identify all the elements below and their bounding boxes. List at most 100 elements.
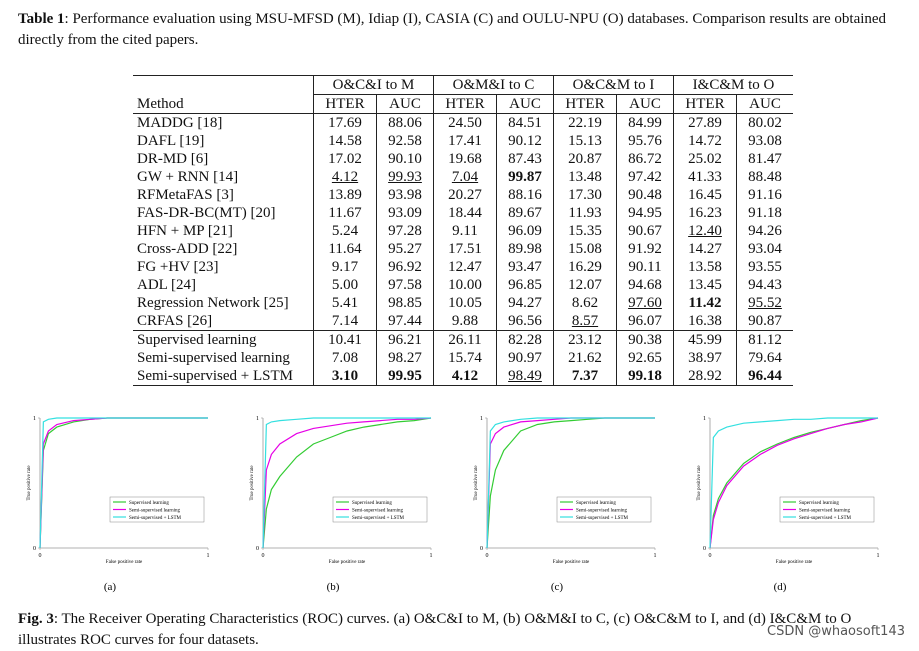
value-cell: 15.13 (553, 132, 617, 150)
roc-figure: 0 1 0 1 False positive rate True positive rat… (27, 416, 880, 593)
y-tick-label: 0 (480, 546, 483, 552)
value-cell: 96.85 (496, 276, 554, 294)
table-row: HFN + MP [21] 5.24 97.28 9.11 96.09 15.35 90.6… (133, 222, 793, 240)
value-cell: 8.62 (553, 294, 617, 312)
value-cell: 97.60 (616, 294, 674, 312)
value-cell: 4.12 (433, 367, 497, 386)
table-caption: Table 1: Performance evaluation using MS… (18, 9, 903, 51)
x-axis-label: False positive rate (329, 560, 366, 565)
value-cell: 15.08 (553, 240, 617, 258)
value-cell: 92.58 (376, 132, 434, 150)
caption-label: Fig. 3 (18, 611, 54, 627)
value-cell: 93.47 (496, 258, 554, 276)
value-cell: 96.07 (616, 312, 674, 331)
roc-line (709, 417, 878, 549)
value-cell: 84.51 (496, 113, 554, 132)
table-row: GW + RNN [14] 4.12 99.93 7.04 99.87 13.48 97.4… (133, 168, 793, 186)
value-cell: 94.43 (736, 276, 793, 294)
value-cell: 84.99 (616, 113, 674, 132)
x-tick-label: 0 (709, 553, 712, 559)
value-cell: 18.44 (433, 204, 497, 222)
value-cell: 81.47 (736, 150, 793, 168)
table-row: MADDG [18] 17.69 88.06 24.50 84.51 22.19 84.99… (133, 113, 793, 132)
legend-label: Supervised learning (799, 501, 839, 506)
value-cell: 93.08 (736, 132, 793, 150)
value-cell: 91.18 (736, 204, 793, 222)
roc-line (39, 417, 208, 549)
value-cell: 97.28 (376, 222, 434, 240)
value-cell: 99.18 (616, 367, 674, 386)
caption-text: : Performance evaluation using MSU-MFSD … (18, 11, 887, 48)
y-tick-label: 1 (33, 416, 36, 422)
method-cell: Semi-supervised + LSTM (133, 367, 314, 386)
value-cell: 10.05 (433, 294, 497, 312)
value-cell: 13.45 (673, 276, 737, 294)
value-cell: 81.12 (736, 330, 793, 349)
legend-label: Semi-supervised learning (129, 508, 180, 513)
group-header: O&C&I to M (313, 75, 434, 95)
y-tick-label: 1 (703, 416, 706, 422)
column-header: AUC (376, 94, 434, 114)
value-cell: 12.47 (433, 258, 497, 276)
column-header: AUC (496, 94, 554, 114)
value-cell: 89.98 (496, 240, 554, 258)
x-tick-label: 1 (430, 553, 433, 559)
table-row: CRFAS [26] 7.14 97.44 9.88 96.56 8.57 96.07 16.… (133, 312, 793, 331)
value-cell: 98.85 (376, 294, 434, 312)
value-cell: 11.42 (673, 294, 737, 312)
legend-label: Semi-supervised learning (352, 508, 403, 513)
method-cell: Cross-ADD [22] (137, 241, 238, 257)
header-row: Method HTER AUC HTER AUC HTER AUC HTER AUC (133, 94, 793, 114)
x-tick-label: 1 (877, 553, 880, 559)
value-cell: 7.14 (313, 312, 377, 331)
value-cell: 16.29 (553, 258, 617, 276)
roc-line (39, 417, 208, 549)
value-cell: 90.38 (616, 330, 674, 349)
column-header: Method (133, 94, 314, 114)
value-cell: 91.92 (616, 240, 674, 258)
y-tick-label: 1 (480, 416, 483, 422)
y-axis-label: True positive rate (27, 465, 32, 501)
value-cell: 5.41 (313, 294, 377, 312)
legend-label: Supervised learning (352, 501, 392, 506)
roc-line (709, 417, 879, 549)
value-cell: 9.88 (433, 312, 497, 331)
x-axis-label: False positive rate (106, 560, 143, 565)
roc-line (262, 417, 432, 549)
value-cell: 90.11 (616, 258, 674, 276)
value-cell: 41.33 (673, 168, 737, 186)
legend-label: Semi-supervised learning (576, 508, 627, 513)
value-cell: 20.87 (553, 150, 617, 168)
table-row: FAS-DR-BC(MT) [20] 11.67 93.09 18.44 89.67 11… (133, 204, 793, 222)
value-cell: 16.38 (673, 312, 737, 331)
x-tick-label: 1 (654, 553, 657, 559)
results-table: O&C&I to M O&M&I to C O&C&M to I I&C&M to O… (133, 75, 793, 386)
value-cell: 98.49 (496, 367, 554, 386)
panel-label: (b) (327, 581, 340, 593)
method-cell: Regression Network [25] (137, 295, 289, 311)
value-cell: 99.87 (496, 168, 554, 186)
x-tick-label: 0 (39, 553, 42, 559)
roc-line (486, 417, 655, 549)
roc-line (486, 417, 655, 549)
value-cell: 97.58 (376, 276, 434, 294)
legend-label: Semi-supervised + LSTM (576, 516, 629, 521)
value-cell: 91.16 (736, 186, 793, 204)
value-cell: 17.69 (313, 113, 377, 132)
method-cell: FG +HV [23] (137, 259, 219, 275)
value-cell: 11.64 (313, 240, 377, 258)
x-tick-label: 0 (262, 553, 265, 559)
column-header: HTER (313, 94, 377, 114)
method-cell: FAS-DR-BC(MT) [20] (137, 205, 276, 221)
value-cell: 97.44 (376, 312, 434, 331)
value-cell: 38.97 (673, 349, 737, 367)
value-cell: 5.24 (313, 222, 377, 240)
value-cell: 90.87 (736, 312, 793, 331)
table-row: FG +HV [23] 9.17 96.92 12.47 93.47 16.29 90.11… (133, 258, 793, 276)
value-cell: 13.48 (553, 168, 617, 186)
legend-label: Supervised learning (129, 501, 169, 506)
value-cell: 94.68 (616, 276, 674, 294)
value-cell: 95.76 (616, 132, 674, 150)
value-cell: 13.58 (673, 258, 737, 276)
